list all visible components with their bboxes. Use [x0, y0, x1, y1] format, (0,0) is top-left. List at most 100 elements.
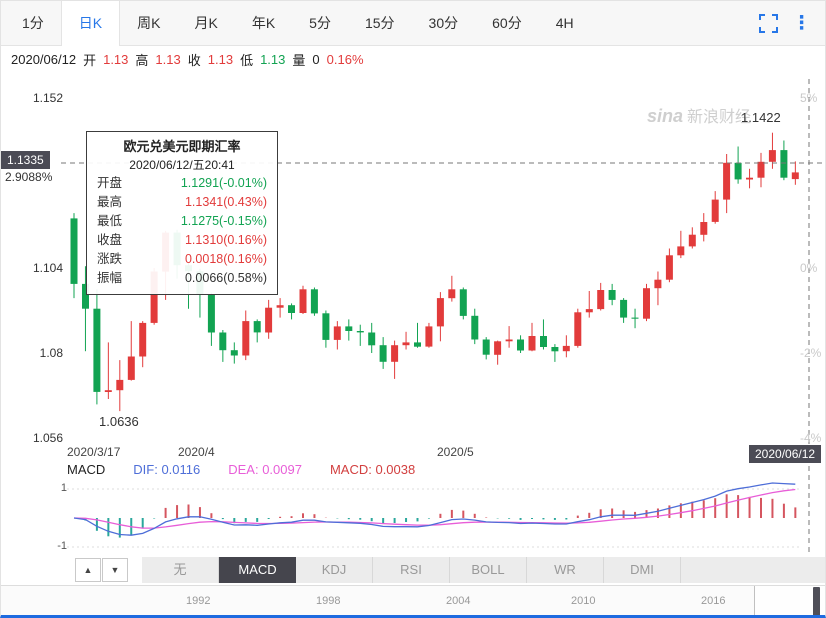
candle[interactable]: [688, 234, 696, 247]
candle[interactable]: [150, 271, 158, 323]
candle[interactable]: [494, 341, 502, 355]
info-low-label: 低: [240, 52, 254, 68]
candle[interactable]: [356, 331, 364, 333]
candle[interactable]: [299, 289, 307, 313]
indicator-tab-BOLL[interactable]: BOLL: [450, 556, 527, 583]
candle[interactable]: [253, 321, 261, 333]
candle[interactable]: [608, 290, 616, 300]
crosshair-date-badge: 2020/06/12: [749, 445, 822, 463]
tooltip-row: 振幅 0.0066(0.58%): [87, 269, 277, 288]
period-tab-年K[interactable]: 年K: [251, 15, 276, 31]
candle[interactable]: [368, 332, 376, 346]
candle[interactable]: [288, 305, 295, 313]
period-tab-月K[interactable]: 月K: [194, 15, 218, 31]
candle[interactable]: [482, 339, 490, 355]
indicator-tab-MACD[interactable]: MACD: [219, 556, 296, 583]
period-tab-30分[interactable]: 30分: [428, 15, 459, 31]
candle[interactable]: [574, 312, 582, 346]
macd-dea-value: DEA: 0.0097: [228, 462, 302, 477]
candle[interactable]: [104, 390, 112, 392]
indicator-tab-无[interactable]: 无: [142, 556, 219, 583]
fullscreen-icon[interactable]: [759, 1, 778, 45]
info-high-value: 1.13: [155, 51, 181, 67]
candle[interactable]: [322, 313, 330, 340]
candle[interactable]: [139, 322, 147, 357]
candle[interactable]: [723, 162, 731, 200]
candle[interactable]: [207, 294, 215, 333]
candle[interactable]: [654, 279, 662, 289]
period-tabs: 1分 日K 周K 月K 年K 5分 15分 30分 60分 4H: [5, 1, 591, 46]
indicator-tab-RSI[interactable]: RSI: [373, 556, 450, 583]
candle[interactable]: [345, 326, 353, 331]
candle[interactable]: [540, 336, 547, 347]
candle[interactable]: [219, 332, 227, 351]
indicator-tabs-filler: [681, 556, 825, 583]
candle[interactable]: [528, 336, 536, 351]
scroll-up-button[interactable]: ▲: [75, 557, 101, 582]
candle[interactable]: [116, 379, 124, 391]
candle[interactable]: [448, 289, 456, 299]
candle[interactable]: [265, 307, 273, 333]
candle[interactable]: [768, 150, 776, 162]
candle[interactable]: [562, 345, 570, 352]
candle[interactable]: [310, 289, 318, 314]
period-tab-周K[interactable]: 周K: [137, 15, 161, 31]
y-axis-pct-label: 5%: [800, 91, 818, 105]
candle[interactable]: [402, 342, 410, 346]
candle[interactable]: [127, 356, 135, 380]
candle[interactable]: [711, 199, 719, 222]
period-tab-4H[interactable]: 4H: [555, 15, 574, 31]
candle[interactable]: [414, 342, 421, 347]
watermark-label: 新浪财经: [687, 109, 752, 126]
candle[interactable]: [425, 326, 433, 347]
candle[interactable]: [70, 218, 78, 284]
candle[interactable]: [665, 255, 673, 280]
candle[interactable]: [391, 345, 399, 362]
scroll-down-button[interactable]: ▼: [102, 557, 128, 582]
period-tab-日K[interactable]: 日K: [60, 1, 121, 46]
candle[interactable]: [585, 309, 593, 313]
candle[interactable]: [230, 350, 238, 356]
indicator-tab-DMI[interactable]: DMI: [604, 556, 681, 583]
candle[interactable]: [700, 222, 708, 235]
more-options-icon[interactable]: ⋮: [792, 12, 811, 34]
candle[interactable]: [551, 347, 559, 352]
candle[interactable]: [93, 308, 101, 392]
ohlc-tooltip: 欧元兑美元即期汇率 2020/06/12/五20:41 开盘 1.1291(-0.…: [86, 131, 278, 295]
candle[interactable]: [780, 150, 788, 178]
candle[interactable]: [505, 339, 513, 342]
indicator-tab-WR[interactable]: WR: [527, 556, 604, 583]
tooltip-row-label: 振幅: [97, 271, 123, 285]
candle[interactable]: [746, 177, 753, 180]
candle[interactable]: [631, 317, 639, 319]
y-axis-price-label: 1.056: [32, 431, 63, 445]
period-tab-1分[interactable]: 1分: [22, 15, 44, 31]
candle[interactable]: [471, 315, 479, 340]
y-axis-price-label: 1.08: [39, 346, 63, 360]
year-label-1998: 1998: [316, 595, 341, 607]
candle[interactable]: [791, 172, 799, 180]
navigator-handle[interactable]: [813, 587, 820, 615]
candle[interactable]: [757, 161, 765, 178]
candle[interactable]: [643, 288, 650, 319]
candle[interactable]: [436, 298, 444, 327]
candle[interactable]: [620, 299, 628, 318]
candle[interactable]: [677, 246, 685, 256]
candle[interactable]: [597, 290, 605, 310]
indicator-tab-KDJ[interactable]: KDJ: [296, 556, 373, 583]
timeline-navigator[interactable]: 1992 1998 2004 2010 2016: [1, 585, 825, 615]
candle[interactable]: [333, 326, 341, 340]
candle[interactable]: [276, 305, 284, 308]
period-tab-15分[interactable]: 15分: [364, 15, 395, 31]
period-tab-5分[interactable]: 5分: [309, 15, 331, 31]
candle[interactable]: [242, 321, 250, 356]
candle[interactable]: [459, 289, 467, 316]
sina-watermark: sina 新浪财经: [647, 103, 751, 127]
candle[interactable]: [517, 339, 524, 351]
period-tab-60分[interactable]: 60分: [492, 15, 522, 31]
x-axis-label: 2020/3/17: [67, 445, 121, 459]
candle[interactable]: [379, 345, 387, 362]
candle[interactable]: [82, 283, 89, 309]
candle[interactable]: [734, 162, 742, 180]
